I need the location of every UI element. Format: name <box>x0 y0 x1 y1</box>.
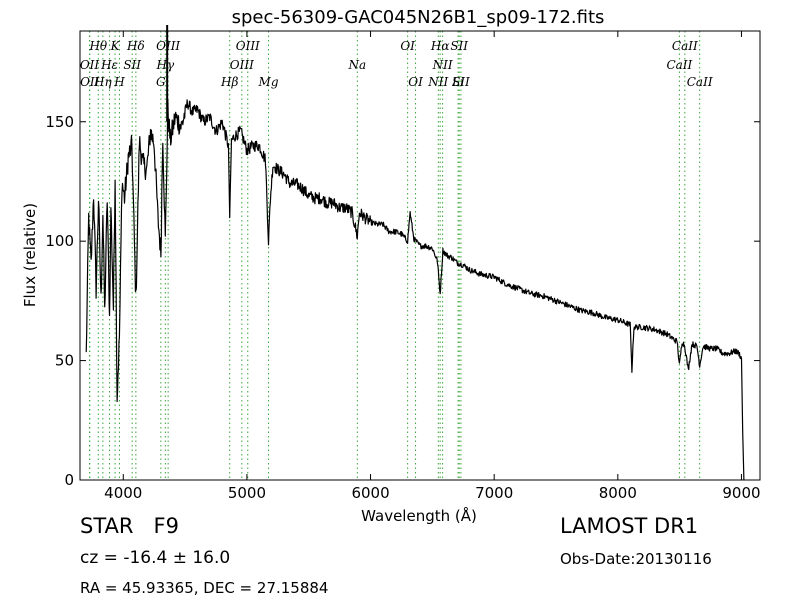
x-axis-label: Wavelength (Å) <box>361 506 477 525</box>
plot-frame <box>79 30 761 481</box>
spectral-line-label: SII <box>123 58 141 72</box>
spectral-line-label: SII <box>452 75 470 89</box>
spectral-line-label: Hε <box>100 58 118 72</box>
redshift-text: cz = -16.4 ± 16.0 <box>80 548 231 568</box>
spectral-line-label: Mg <box>258 75 279 89</box>
y-tick-label: 0 <box>64 471 74 489</box>
spectral-line-label: Hη <box>93 75 112 89</box>
spectral-line-label: OII <box>80 58 100 72</box>
x-tick-label: 5000 <box>228 484 266 502</box>
axis-ticks: 4000 5000 6000 7000 8000 9000 0 50 100 150 <box>45 31 761 502</box>
spectral-line-label: CaII <box>672 39 698 53</box>
survey-name: LAMOST DR1 <box>560 514 699 538</box>
spectral-line-label: K <box>110 39 121 53</box>
y-tick-label: 100 <box>45 232 74 250</box>
y-axis-label: Flux (relative) <box>21 203 39 307</box>
spectral-line-label: Hθ <box>88 39 107 53</box>
spectral-line-label: Hα <box>430 39 450 53</box>
spectral-line-label: OI <box>400 39 415 53</box>
spectral-line-label: CaII <box>666 58 692 72</box>
spectral-line-label: OIII <box>156 39 180 53</box>
spectral-line-label: Na <box>347 58 366 72</box>
spectral-line-label: H <box>113 75 125 89</box>
x-tick-label: 8000 <box>599 484 637 502</box>
x-tick-label: 6000 <box>351 484 389 502</box>
x-tick-label: 4000 <box>104 484 142 502</box>
spectral-line-label: Hγ <box>155 58 174 72</box>
spectral-line-markers <box>89 31 701 480</box>
observation-date: Obs-Date:20130116 <box>560 550 712 568</box>
y-tick-label: 50 <box>55 352 74 370</box>
spectral-line-label: NII <box>432 58 453 72</box>
coordinates-text: RA = 45.93365, DEC = 27.15884 <box>80 579 329 597</box>
subclass-value: F9 <box>153 514 179 538</box>
spectral-line-label: Lі <box>451 75 464 89</box>
object-class-value: STAR <box>80 514 134 538</box>
spectral-line-label: OII <box>80 75 100 89</box>
spectral-line-label: Hδ <box>126 39 145 53</box>
spectral-line-label: NII <box>427 75 448 89</box>
spectral-line-label: OI <box>408 75 423 89</box>
object-class: STAR F9 <box>80 514 179 538</box>
spectral-line-label: SII <box>450 39 468 53</box>
spectral-line-label: G <box>156 75 166 89</box>
y-tick-label: 150 <box>45 113 74 131</box>
spectral-line-labels: HθKHδOIIIOIIIOIHαSIICaIIOIIHεSIIHγOIIINa… <box>80 39 713 89</box>
x-tick-label: 9000 <box>722 484 760 502</box>
spectral-line-label: OIII <box>236 39 260 53</box>
spectrum-line <box>85 99 745 481</box>
x-tick-label: 7000 <box>475 484 513 502</box>
chart-title: spec-56309-GAC045N26B1_sp09-172.fits <box>232 7 605 28</box>
spectral-line-label: CaII <box>687 75 713 89</box>
spectral-line-label: OIII <box>230 58 254 72</box>
spectral-line-label: Hβ <box>220 75 238 89</box>
